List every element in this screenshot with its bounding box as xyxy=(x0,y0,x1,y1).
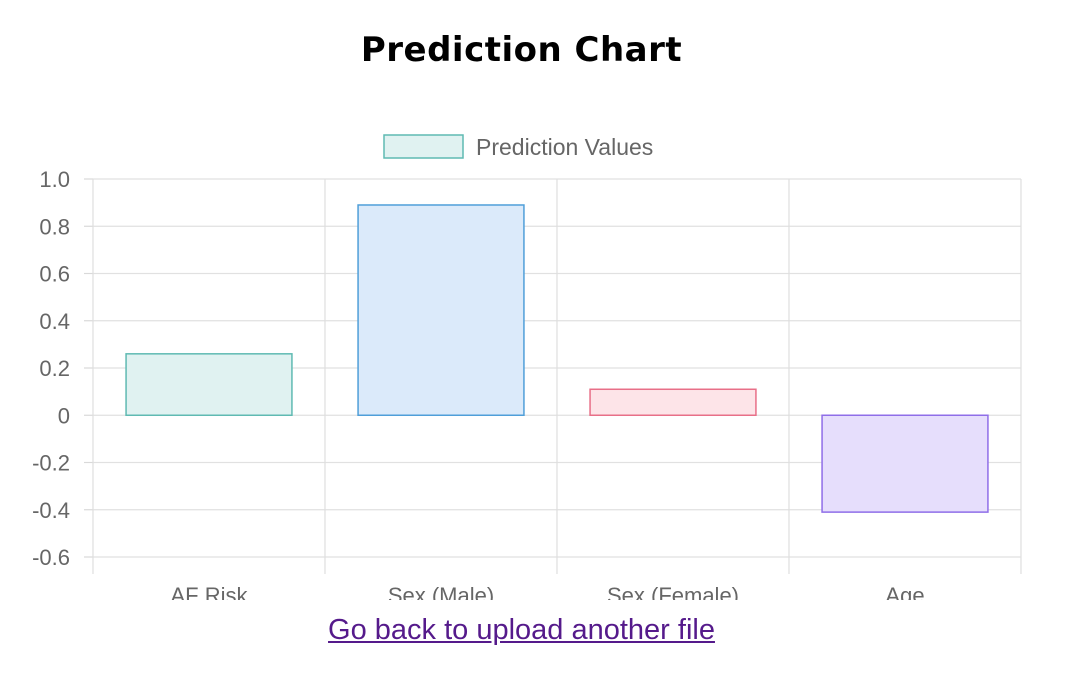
bar-af-risk xyxy=(125,353,293,417)
chart-axes: 1.0 0.8 0.6 0.4 0.2 0 -0.2 -0.4 -0.6 AF Risk Sex (… xyxy=(32,167,925,600)
bar-sex-female xyxy=(589,388,757,417)
y-tick-label: 0.6 xyxy=(39,262,70,287)
prediction-chart: 1.0 0.8 0.6 0.4 0.2 0 -0.2 -0.4 -0.6 AF Risk Sex (… xyxy=(32,134,1022,600)
chart-bars xyxy=(125,204,989,513)
y-tick-label: 0 xyxy=(58,403,70,428)
x-tick-label: Age xyxy=(885,583,924,600)
x-tick-label: Sex (Female) xyxy=(607,583,739,600)
y-tick-label: -0.6 xyxy=(32,545,70,570)
page-title: Prediction Chart xyxy=(360,30,683,70)
legend-swatch xyxy=(383,134,464,159)
x-tick-label: Sex (Male) xyxy=(388,583,494,600)
y-tick-label: 0.2 xyxy=(39,356,70,381)
chart-legend: Prediction Values xyxy=(383,134,653,160)
x-tick-label: AF Risk xyxy=(171,583,249,600)
bar-age xyxy=(821,414,989,513)
y-tick-label: 0.8 xyxy=(39,214,70,239)
y-tick-label: 1.0 xyxy=(39,167,70,192)
y-tick-label: -0.4 xyxy=(32,498,70,523)
legend-label: Prediction Values xyxy=(476,134,653,160)
y-tick-label: 0.4 xyxy=(39,309,70,334)
y-tick-label: -0.2 xyxy=(32,451,70,476)
bar-sex-male xyxy=(357,204,525,416)
back-to-upload-link[interactable]: Go back to upload another file xyxy=(328,614,715,646)
